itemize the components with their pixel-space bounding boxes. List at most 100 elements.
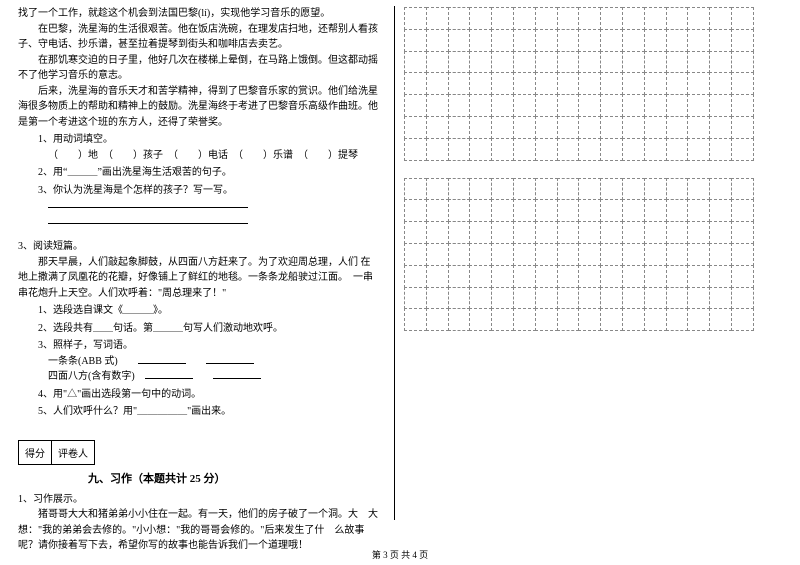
grid-cell — [578, 199, 601, 222]
score-label: 得分 — [18, 440, 52, 465]
grid-cell — [578, 94, 601, 117]
grid-cell — [666, 29, 689, 52]
grid-cell — [666, 72, 689, 95]
grid-cell — [666, 7, 689, 30]
grid-cell — [513, 29, 536, 52]
grid-cell — [687, 308, 710, 331]
grid-cell — [404, 287, 427, 310]
grid-cell — [513, 138, 536, 161]
grid-cell — [557, 7, 580, 30]
grid-cell — [557, 265, 580, 288]
grid-cell — [687, 51, 710, 74]
grid-cell — [491, 29, 514, 52]
pq1: 1、选段选自课文《＿＿＿》。 — [18, 303, 380, 319]
grid-cell — [578, 287, 601, 310]
grid-cell — [448, 243, 471, 266]
grid-cell — [426, 243, 449, 266]
grid-cell — [557, 287, 580, 310]
grid-cell — [535, 7, 558, 30]
grid-cell — [469, 29, 492, 52]
grid-cell — [644, 72, 667, 95]
page-footer: 第 3 页 共 4 页 — [0, 548, 800, 561]
grid-cell — [622, 51, 645, 74]
grid-cell — [448, 221, 471, 244]
grid-cell — [491, 199, 514, 222]
passage2-num: 3、阅读短篇。 — [18, 239, 380, 255]
grid-cell — [622, 308, 645, 331]
grid-cell — [600, 51, 623, 74]
grid-cell — [448, 199, 471, 222]
grid-cell — [448, 138, 471, 161]
grid-cell — [731, 72, 754, 95]
grid-cell — [709, 29, 732, 52]
grid-cell — [469, 243, 492, 266]
grid-cell — [513, 116, 536, 139]
grid-cell — [557, 221, 580, 244]
grid-cell — [513, 265, 536, 288]
grid-cell — [426, 29, 449, 52]
grid-row — [405, 117, 770, 139]
grid-cell — [600, 199, 623, 222]
grid-cell — [469, 199, 492, 222]
grid-cell — [644, 116, 667, 139]
grid-cell — [404, 138, 427, 161]
grid-cell — [709, 178, 732, 201]
grid-cell — [709, 308, 732, 331]
grid-cell — [578, 308, 601, 331]
grid-cell — [535, 243, 558, 266]
grid-cell — [731, 221, 754, 244]
grid-cell — [578, 7, 601, 30]
grid-cell — [404, 51, 427, 74]
grid-cell — [404, 308, 427, 331]
grid-cell — [426, 287, 449, 310]
grid-cell — [687, 116, 710, 139]
grid-cell — [557, 72, 580, 95]
grid-cell — [600, 72, 623, 95]
grid-cell — [622, 199, 645, 222]
grid-row — [405, 288, 770, 310]
grid-cell — [491, 138, 514, 161]
grid-cell — [666, 94, 689, 117]
grid-cell — [557, 199, 580, 222]
grid-cell — [404, 265, 427, 288]
grid-cell — [687, 7, 710, 30]
grid-cell — [578, 29, 601, 52]
grid-cell — [535, 287, 558, 310]
pq3: 3、照样子，写词语。 — [18, 338, 380, 354]
grid-cell — [491, 308, 514, 331]
grid-cell — [491, 287, 514, 310]
grid-cell — [687, 265, 710, 288]
grid-cell — [731, 29, 754, 52]
q1-body: （ ）地 （ ）孩子 （ ）电话 （ ）乐谱 （ ）提琴 — [18, 148, 380, 164]
pq5: 5、人们欢呼什么？用"＿＿＿＿＿"画出来。 — [18, 404, 380, 420]
grid-cell — [448, 308, 471, 331]
grid-cell — [513, 221, 536, 244]
grid-row — [405, 200, 770, 222]
grid-row — [405, 222, 770, 244]
grid-cell — [731, 265, 754, 288]
grid-cell — [687, 138, 710, 161]
grid-cell — [687, 72, 710, 95]
grid-cell — [513, 287, 536, 310]
passage2-body: 那天早晨，人们敲起象脚鼓，从四面八方赶来了。为了欢迎周总理，人们 在地上撒满了凤… — [18, 255, 380, 302]
grid-cell — [687, 29, 710, 52]
pq4: 4、用"△"画出选段第一句中的动词。 — [18, 387, 380, 403]
grid-cell — [709, 221, 732, 244]
grid-cell — [469, 116, 492, 139]
grid-cell — [426, 138, 449, 161]
grid-cell — [426, 308, 449, 331]
grid-cell — [600, 221, 623, 244]
grid-cell — [469, 221, 492, 244]
grid-cell — [535, 72, 558, 95]
grid-cell — [535, 51, 558, 74]
grid-cell — [666, 178, 689, 201]
grid-cell — [644, 178, 667, 201]
grid-cell — [469, 308, 492, 331]
grid-cell — [469, 7, 492, 30]
grid-cell — [469, 138, 492, 161]
left-column: 找了一个工作，就趁这个机会到法国巴黎(lí)，实现他学习音乐的愿望。 在巴黎，洗… — [0, 0, 390, 540]
grid-cell — [469, 265, 492, 288]
grid-cell — [666, 51, 689, 74]
grid-cell — [600, 7, 623, 30]
grid-cell — [731, 7, 754, 30]
